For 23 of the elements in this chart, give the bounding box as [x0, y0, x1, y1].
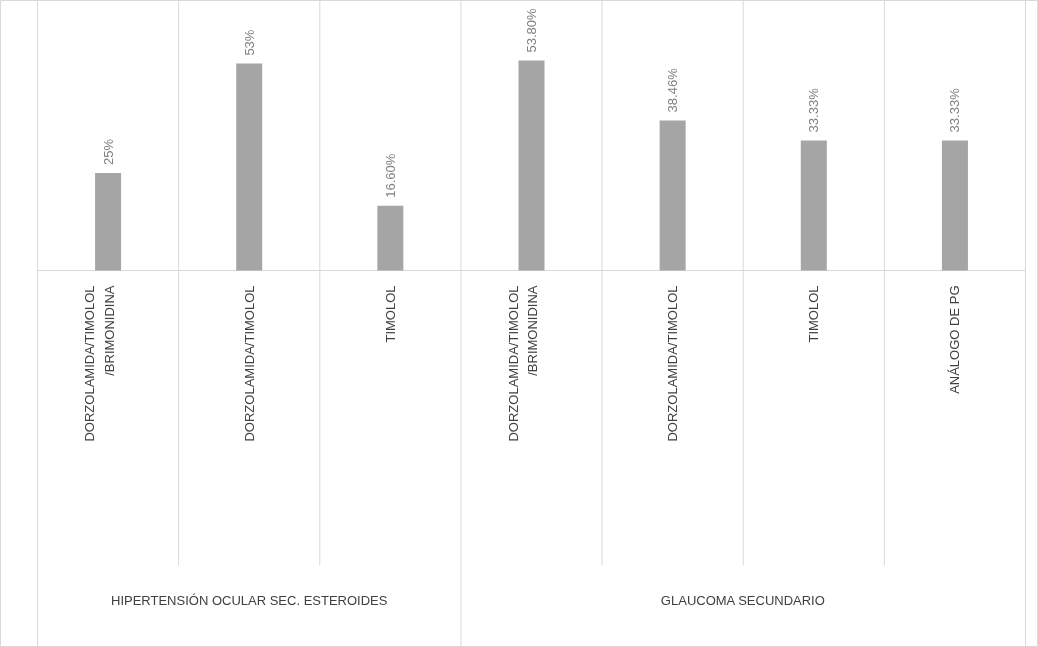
bar	[800, 140, 827, 271]
bar	[95, 172, 122, 271]
data-label: 53%	[241, 29, 257, 56]
x-tick-label: TIMOLOL	[806, 285, 822, 343]
x-tick-label: DORZOLAMIDA/TIMOLOL /BRIMONIDINA	[82, 285, 117, 442]
data-label: 33.33%	[806, 87, 822, 133]
bar	[236, 63, 263, 271]
x-tick-label: DORZOLAMIDA/TIMOLOL	[241, 285, 257, 442]
bar	[659, 120, 686, 271]
bar	[941, 140, 968, 271]
data-label: 53.80%	[524, 7, 539, 53]
text: GLAUCOMA SECUNDARIO	[660, 593, 825, 608]
x-tick-label: DORZOLAMIDA/TIMOLOL	[665, 285, 681, 442]
text: HIPERTENSIÓN OCULAR SEC. ESTEROIDES	[111, 593, 388, 608]
bar	[377, 205, 404, 271]
data-label: 38.46%	[665, 67, 681, 113]
data-label: 16.60%	[382, 153, 398, 198]
x-tick-label: DORZOLAMIDA/TIMOLOL /BRIMONIDINA	[505, 285, 541, 442]
x-tick-label: ANÁLOGO DE PG	[947, 285, 963, 394]
data-label: 25%	[100, 138, 116, 165]
bar	[518, 60, 545, 271]
data-label: 33.33%	[947, 87, 963, 133]
x-tick-label: TIMOLOL	[382, 285, 398, 343]
